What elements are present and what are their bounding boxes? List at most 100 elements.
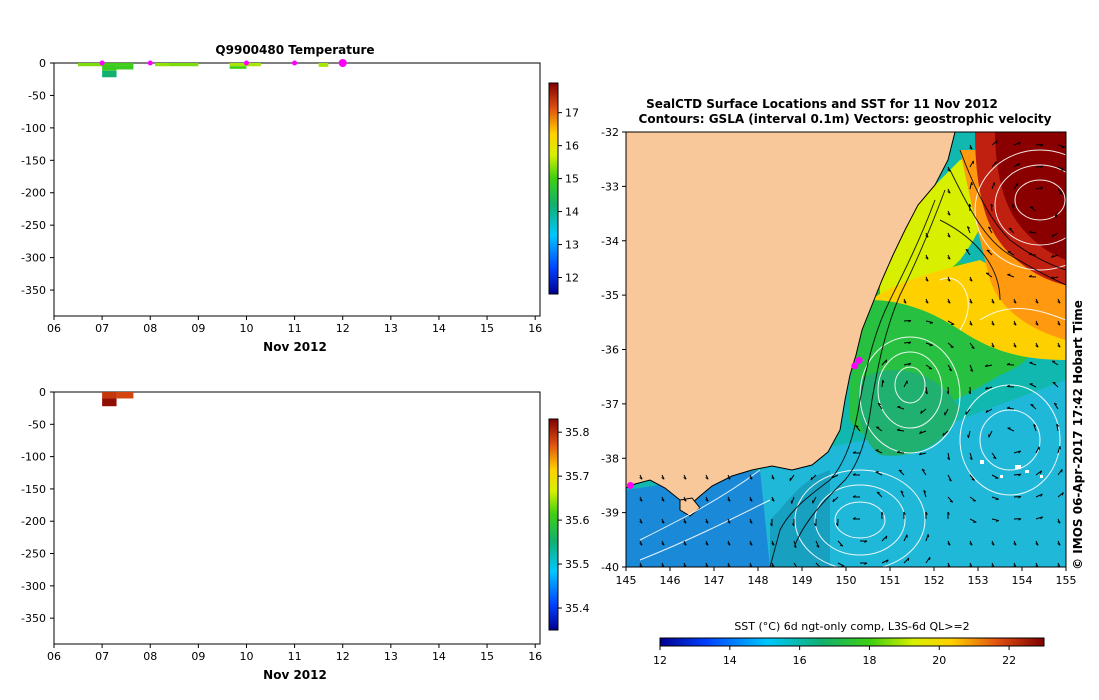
sst-colorbar-tick-label: 22 [1002, 654, 1016, 667]
velocity-arrow-head [1033, 424, 1037, 427]
velocity-arrow-head [918, 452, 922, 456]
lat-tick-label: -33 [601, 180, 619, 193]
x-tick-label: 15 [480, 650, 494, 663]
surface-marker [99, 60, 105, 66]
y-tick-label: -250 [21, 548, 46, 561]
velocity-arrow-head [876, 491, 880, 494]
velocity-arrow-head [969, 323, 973, 326]
velocity-arrow [968, 203, 971, 212]
salinity-x-axis: 06 07 08 09 10 11 12 13 14 15 16 [47, 644, 542, 663]
velocity-arrow [991, 474, 999, 479]
velocity-arrow [947, 320, 955, 325]
y-tick-label: -300 [21, 252, 46, 265]
x-tick-label: 06 [47, 650, 61, 663]
velocity-arrow [903, 319, 912, 322]
velocity-arrow-head [947, 511, 950, 515]
x-tick-label: 13 [384, 322, 398, 335]
velocity-arrow-head [885, 359, 888, 363]
velocity-arrow [1051, 360, 1059, 366]
velocity-arrow [1035, 470, 1042, 476]
velocity-arrow [1053, 402, 1059, 410]
velocity-arrow-head [727, 477, 731, 480]
lat-tick-label: -37 [601, 398, 619, 411]
x-tick-label: 08 [143, 650, 157, 663]
velocity-arrow-head [1052, 381, 1056, 384]
surface-marker [292, 60, 298, 66]
x-tick-label: 13 [384, 650, 398, 663]
velocity-arrow [793, 540, 797, 548]
velocity-arrow [1013, 162, 1021, 168]
velocity-arrow-head [1061, 146, 1065, 149]
velocity-arrow [947, 342, 954, 348]
velocity-arrow [1030, 404, 1037, 410]
velocity-arrow-head [991, 323, 995, 326]
velocity-arrow [1028, 253, 1037, 256]
velocity-arrow-head [839, 544, 843, 547]
temperature-colorbar [548, 82, 559, 295]
velocity-arrow-head [1040, 516, 1044, 520]
velocity-arrow [875, 426, 883, 432]
velocity-arrow [919, 430, 927, 435]
velocity-arrow-head [1057, 521, 1061, 524]
velocity-arrow-head [1013, 301, 1017, 304]
velocity-arrow-head [965, 248, 969, 252]
velocity-arrow [903, 380, 908, 388]
velocity-arrow [925, 342, 933, 346]
velocity-arrow [947, 364, 953, 372]
velocity-arrow [900, 490, 905, 498]
velocity-arrow-head [864, 540, 868, 543]
lon-tick-label: 153 [968, 574, 989, 587]
lon-tick-label: 151 [880, 574, 901, 587]
lon-tick-label: 152 [924, 574, 945, 587]
velocity-arrow-head [969, 301, 973, 304]
velocity-arrow [969, 474, 975, 481]
velocity-arrow-head [705, 543, 709, 546]
lon-tick-label: 145 [616, 574, 637, 587]
velocity-arrow [1007, 251, 1015, 256]
velocity-arrow-head [927, 534, 930, 538]
y-tick-label: -100 [21, 451, 46, 464]
velocity-arrow [903, 341, 912, 344]
colorbar-tick-label: 35.7 [565, 470, 590, 483]
velocity-arrow [925, 386, 928, 394]
sst-colorbar-tick-label: 20 [932, 654, 946, 667]
lat-tick-label: -39 [601, 507, 619, 520]
velocity-arrow-head [947, 213, 951, 216]
velocity-arrow [947, 386, 950, 395]
velocity-arrow-head [1035, 323, 1039, 326]
y-tick-label: -350 [21, 612, 46, 625]
velocity-arrow-head [882, 379, 885, 384]
velocity-arrow-head [1051, 254, 1054, 258]
velocity-arrow [990, 203, 993, 212]
velocity-arrow-head [929, 344, 933, 347]
velocity-arrow [1035, 186, 1043, 190]
velocity-arrow [944, 408, 949, 416]
velocity-arrow-head [1054, 214, 1057, 218]
velocity-arrow [837, 562, 845, 567]
temperature-panel: Q9900480 Temperature 0 -50 -100 -150 -200 -25… [21, 43, 579, 354]
velocity-arrow-head [903, 301, 907, 304]
profile-cell [116, 65, 134, 70]
velocity-arrow-head [795, 567, 798, 568]
velocity-arrow-head [1018, 450, 1022, 454]
sst-colorbar-ticks: 12 14 16 18 20 22 [653, 646, 1016, 667]
velocity-arrow-head [881, 511, 884, 515]
velocity-arrow-head [727, 499, 731, 502]
velocity-arrow-head [995, 140, 998, 144]
velocity-arrow [1056, 424, 1059, 432]
velocity-arrow-head [903, 511, 906, 515]
velocity-arrow-head [816, 545, 820, 548]
velocity-arrow [837, 540, 844, 547]
velocity-arrow [1057, 492, 1064, 498]
map-title: SealCTD Surface Locations and SST for 11… [646, 97, 998, 111]
velocity-arrow-head [919, 430, 922, 434]
velocity-arrow-head [969, 147, 973, 150]
velocity-arrow-head [1059, 446, 1062, 450]
y-tick-label: -200 [21, 515, 46, 528]
velocity-arrow-head [968, 391, 971, 395]
velocity-arrow [985, 272, 993, 278]
velocity-arrow-head [1057, 301, 1061, 304]
velocity-arrow-head [1050, 276, 1054, 280]
sst-colorbar-tick-label: 18 [862, 654, 876, 667]
velocity-arrow [942, 430, 949, 437]
